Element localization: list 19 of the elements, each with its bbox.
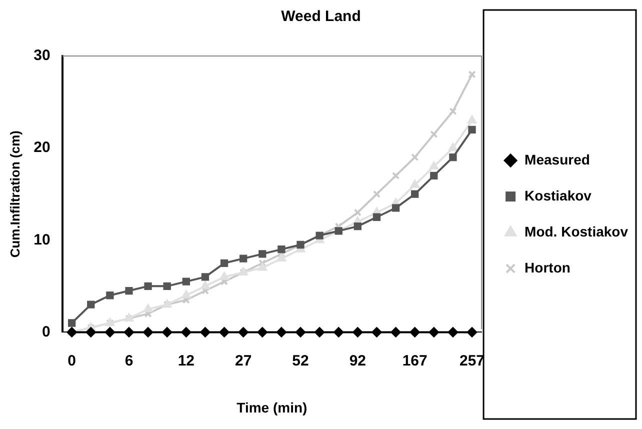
x-tick-label: 257: [460, 352, 485, 370]
x-tick-label: 12: [178, 352, 194, 370]
legend-label: Kostiakov: [524, 187, 592, 204]
x-tick-label: 27: [234, 352, 252, 370]
x-tick-label: 92: [349, 352, 366, 370]
legend-label: Horton: [524, 259, 570, 276]
legend-label: Measured: [524, 151, 590, 168]
x-tick-label: 6: [124, 352, 134, 370]
x-tick-label: 167: [402, 352, 428, 370]
x-tick-label: 0: [68, 352, 76, 370]
y-tick-label: 30: [34, 47, 50, 64]
x-axis-title: Time (min): [236, 399, 308, 416]
legend-label: Mod. Kostiakov: [524, 223, 628, 240]
y-tick-label: 10: [34, 231, 50, 248]
x-tick-label: 52: [292, 352, 309, 370]
y-axis-title: Cum.Infiltration (cm): [7, 130, 22, 258]
y-tick-label: 0: [42, 323, 50, 340]
y-tick-label: 20: [34, 139, 50, 156]
chart-title: Weed Land: [281, 8, 361, 26]
